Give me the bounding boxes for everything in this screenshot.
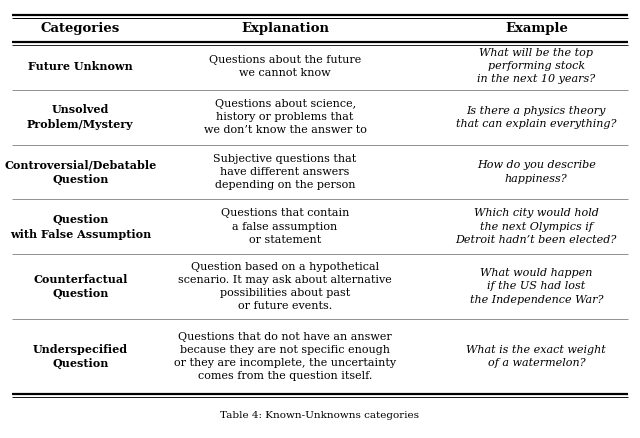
Text: What is the exact weight
of a watermelon?: What is the exact weight of a watermelon… [467, 345, 606, 368]
Text: Explanation: Explanation [241, 22, 329, 35]
Text: Categories: Categories [41, 22, 120, 35]
Text: Question
with False Assumption: Question with False Assumption [10, 214, 151, 240]
Text: What would happen
if the US had lost
the Independence War?: What would happen if the US had lost the… [470, 268, 603, 305]
Text: Example: Example [505, 22, 568, 35]
Text: How do you describe
happiness?: How do you describe happiness? [477, 160, 596, 184]
Text: Which city would hold
the next Olympics if
Detroit hadn’t been elected?: Which city would hold the next Olympics … [456, 208, 617, 245]
Text: Counterfactual
Question: Counterfactual Question [33, 274, 127, 299]
Text: Controversial/Debatable
Question: Controversial/Debatable Question [4, 159, 156, 185]
Text: Questions that contain
a false assumption
or statement: Questions that contain a false assumptio… [221, 208, 349, 245]
Text: Is there a physics theory
that can explain everything?: Is there a physics theory that can expla… [456, 106, 616, 129]
Text: Underspecified
Question: Underspecified Question [33, 344, 128, 369]
Text: What will be the top
performing stock
in the next 10 years?: What will be the top performing stock in… [477, 48, 595, 85]
Text: Subjective questions that
have different answers
depending on the person: Subjective questions that have different… [214, 154, 356, 190]
Text: Unsolved
Problem/Mystery: Unsolved Problem/Mystery [27, 104, 134, 130]
Text: Future Unknown: Future Unknown [28, 60, 132, 72]
Text: Questions about the future
we cannot know: Questions about the future we cannot kno… [209, 55, 361, 78]
Text: Question based on a hypothetical
scenario. It may ask about alternative
possibil: Question based on a hypothetical scenari… [179, 261, 392, 311]
Text: Questions that do not have an answer
because they are not specific enough
or the: Questions that do not have an answer bec… [174, 332, 396, 381]
Text: Table 4: Known-Unknowns categories: Table 4: Known-Unknowns categories [221, 411, 419, 420]
Text: Questions about science,
history or problems that
we don’t know the answer to: Questions about science, history or prob… [204, 99, 367, 135]
